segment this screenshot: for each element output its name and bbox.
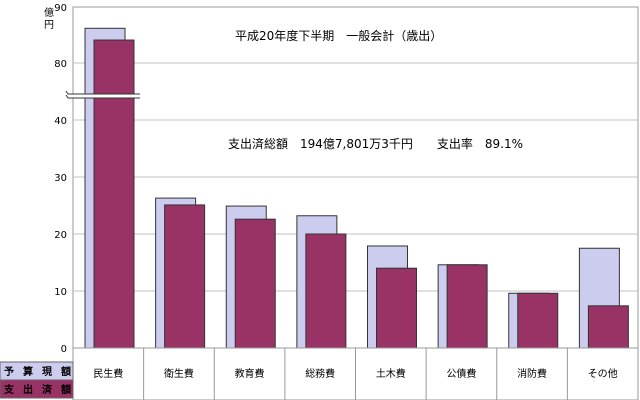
y-tick-label: 30 [54,173,67,184]
bar-actual [93,39,135,349]
bar-actual [517,292,559,349]
legend-label: 支出済額 [3,383,80,396]
category-label: 土木費 [376,367,406,380]
bar-actual [164,204,206,349]
y-tick-label: 40 [54,116,67,127]
category-label: その他 [588,367,618,380]
axis-break-line [65,90,140,95]
y-tick-label: 20 [54,230,67,241]
axis-break-line [65,94,140,99]
y-tick-label: 80 [54,59,67,70]
bar-actual [587,305,629,349]
y-tick-label: 0 [61,344,67,355]
legend-swatch [0,379,74,399]
category-label: 衛生費 [164,367,194,380]
legend-label: 予算現額 [4,365,80,378]
category-label: 教育費 [235,367,265,380]
category-label: 民生費 [93,367,123,380]
bar-actual [305,233,347,349]
y-tick-label: 90 [54,3,67,14]
y-unit-1: 億 [44,6,54,19]
y-tick-label: 10 [54,287,67,298]
category-label: 公債費 [446,367,476,380]
chart-title: 平成20年度下半期 一般会計（歳出） [235,28,442,43]
bar-actual [446,264,488,349]
category-label: 消防費 [517,367,547,380]
y-unit-2: 円 [44,20,54,31]
bar-actual [376,267,417,349]
bar-actual [234,218,276,349]
annotation: 支出済総額 194億7,801万3千円 支出率 89.1% [228,136,523,151]
category-label: 総務費 [305,367,335,380]
axis-break [63,91,140,99]
